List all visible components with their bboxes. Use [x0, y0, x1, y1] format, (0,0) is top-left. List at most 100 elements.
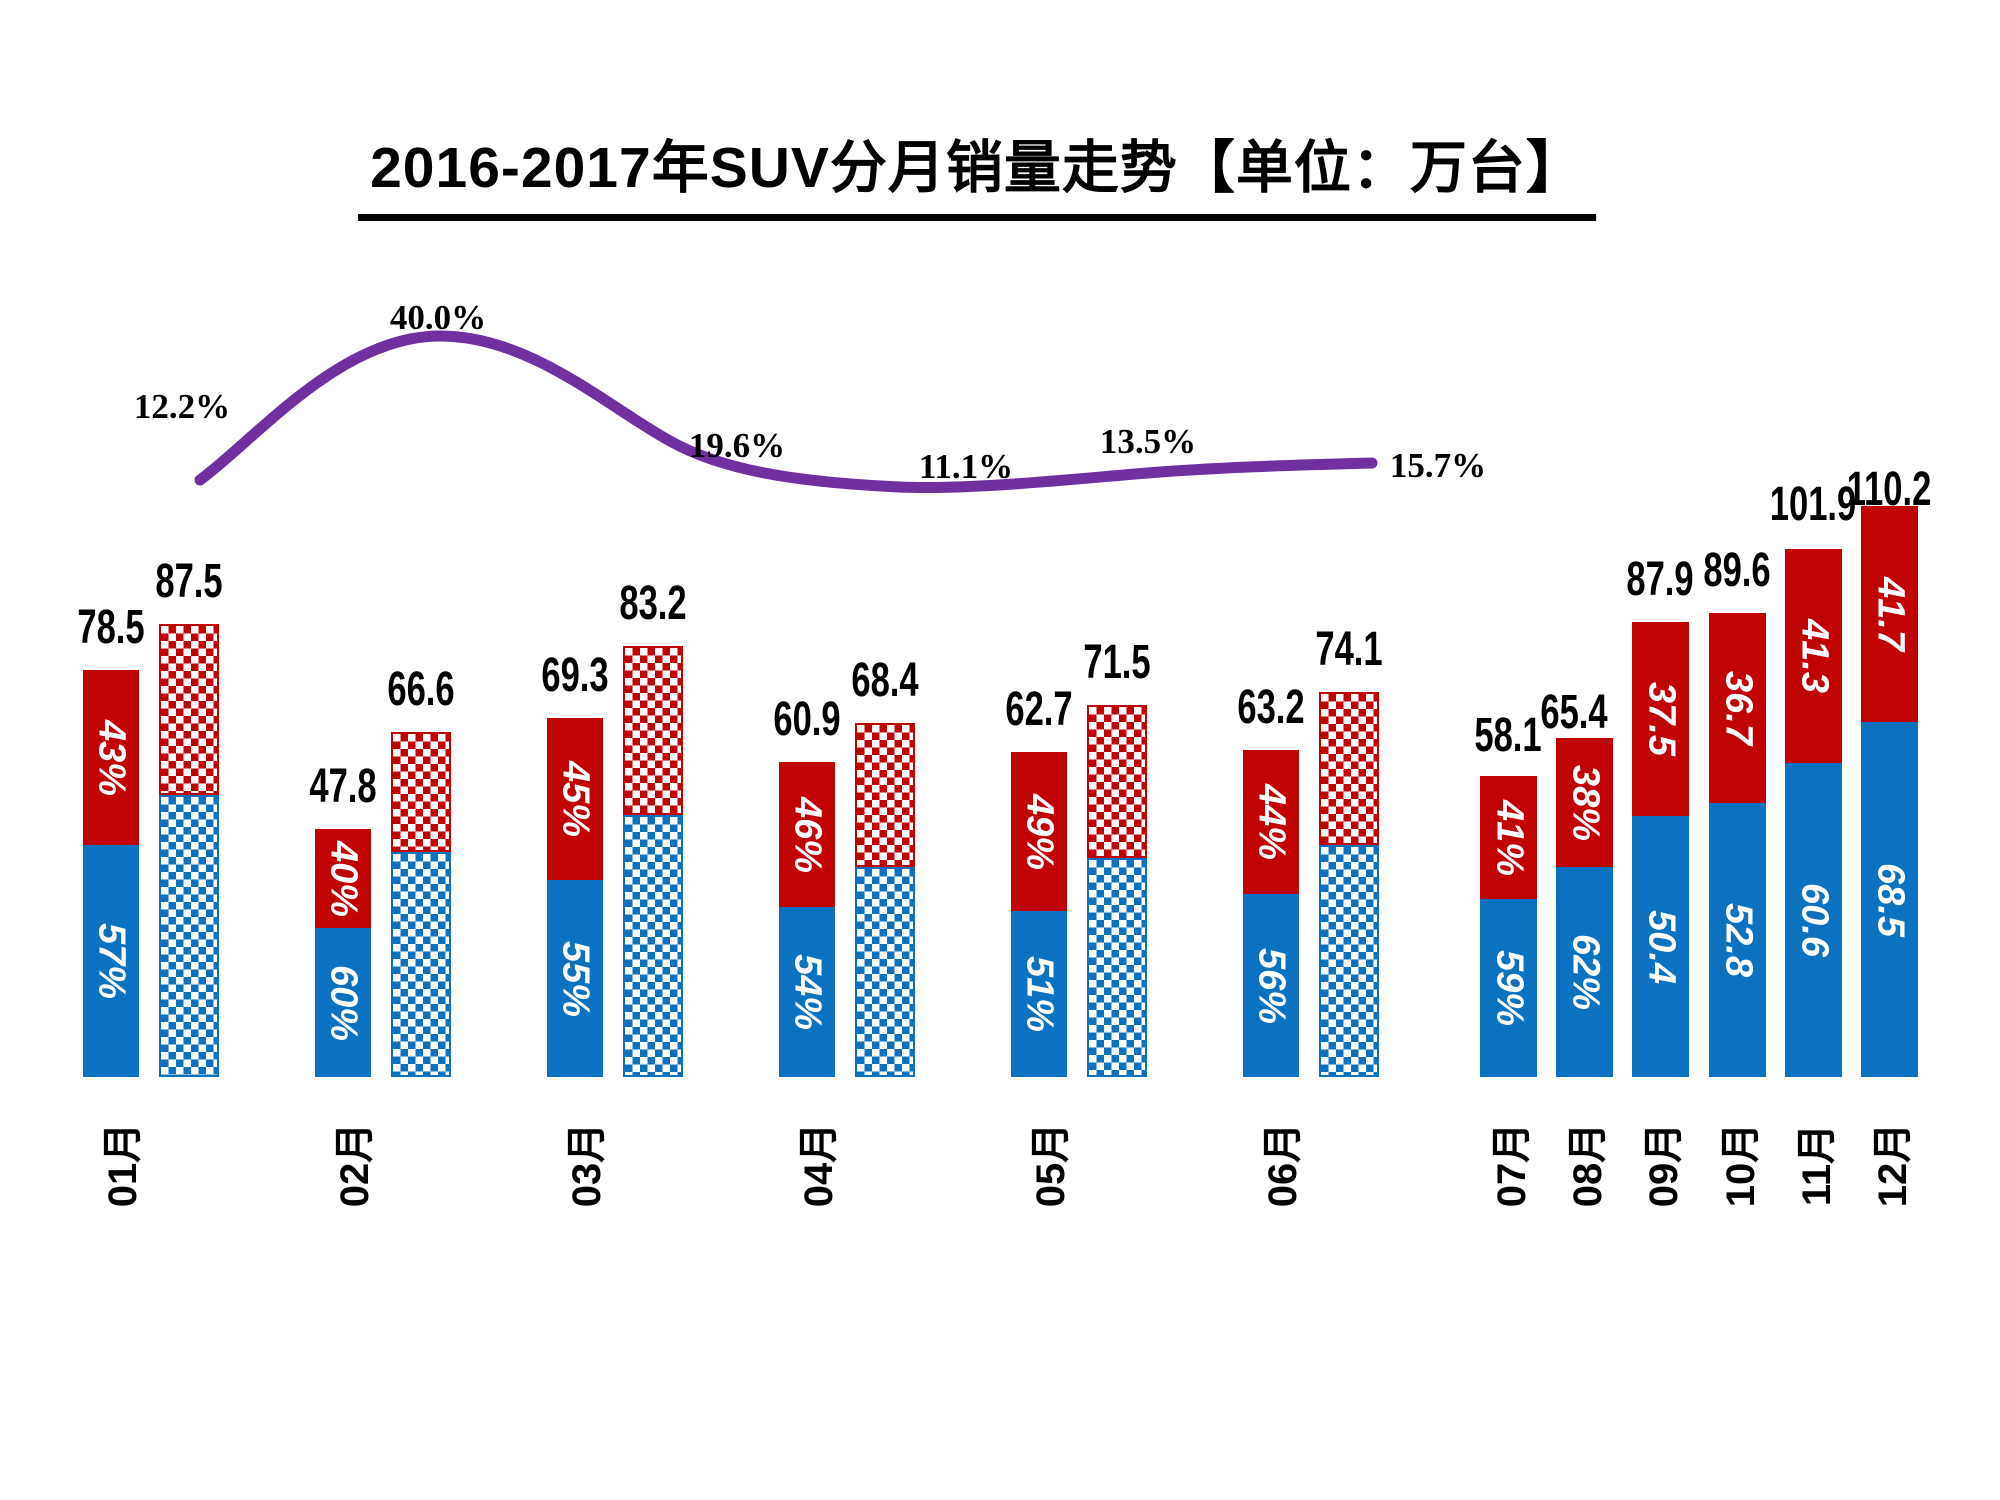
bar-2017-02-blue-segment: [391, 852, 451, 1077]
bar-2017-06-red-segment: [1319, 692, 1379, 845]
bar-total-label-2016-10: 89.6: [1703, 544, 1771, 597]
bar-2017-01: [159, 624, 219, 1077]
bar-2017-02: [391, 732, 451, 1077]
red-segment-label: 49%: [1018, 793, 1061, 870]
bar-2017-05-blue-segment: [1087, 858, 1147, 1077]
month-label-12: 12月: [1871, 1122, 1915, 1208]
bar-2016-02: 40% 60%: [315, 829, 371, 1077]
bar-2017-04-red-segment: [855, 723, 915, 867]
month-label-11: 11月: [1795, 1123, 1839, 1207]
red-segment-label: 38%: [1564, 764, 1606, 841]
blue-segment-label: 54%: [786, 953, 829, 1031]
bar-2016-10: 36.7 52.8: [1709, 613, 1766, 1077]
bar-2017-04-blue-segment: [855, 867, 915, 1077]
bar-total-label-2017-03: 83.2: [619, 577, 687, 630]
bar-2016-08-red-segment: 38%: [1556, 738, 1613, 867]
bar-2017-06-blue-segment: [1319, 845, 1379, 1077]
month-label-10: 10月: [1719, 1122, 1763, 1208]
red-segment-label: 46%: [786, 796, 829, 873]
bar-2016-10-blue-segment: 52.8: [1709, 803, 1766, 1077]
growth-label-02: 40.0%: [389, 298, 487, 337]
bar-2016-11-blue-segment: 60.6: [1785, 763, 1842, 1077]
blue-segment-label: 68.5: [1869, 862, 1911, 937]
month-label-08: 08月: [1566, 1122, 1610, 1208]
month-label-02: 02月: [333, 1122, 377, 1208]
bar-2016-02-red-segment: 40%: [315, 829, 371, 928]
bar-total-label-2016-01: 78.5: [77, 601, 145, 654]
blue-segment-label: 51%: [1018, 955, 1061, 1033]
growth-label-04: 11.1%: [918, 447, 1014, 486]
red-segment-label: 37.5: [1640, 682, 1682, 756]
red-segment-label: 40%: [322, 840, 365, 917]
bar-2016-06-blue-segment: 56%: [1243, 894, 1299, 1077]
blue-segment-label: 50.4: [1640, 909, 1682, 984]
bar-2016-12-blue-segment: 68.5: [1861, 722, 1918, 1077]
bar-total-label-2016-04: 60.9: [773, 693, 841, 746]
bar-2017-02-red-segment: [391, 732, 451, 852]
red-segment-label: 36.7: [1717, 671, 1759, 745]
bar-2016-05-blue-segment: 51%: [1011, 911, 1067, 1077]
bar-2017-03-blue-segment: [623, 815, 683, 1077]
bar-total-label-2016-03: 69.3: [541, 649, 609, 702]
growth-label-06: 15.7%: [1389, 446, 1487, 485]
bar-2016-09: 37.5 50.4: [1632, 622, 1689, 1077]
bar-2016-06-red-segment: 44%: [1243, 750, 1299, 894]
bar-2016-01-red-segment: 43%: [83, 670, 139, 845]
blue-segment-label: 60.6: [1793, 883, 1835, 957]
bar-2016-03-blue-segment: 55%: [547, 880, 603, 1077]
bar-total-label-2016-09: 87.9: [1626, 553, 1694, 606]
bar-total-label-2016-11: 101.9: [1769, 478, 1857, 531]
bar-total-label-2017-04: 68.4: [851, 654, 919, 707]
growth-label-05: 13.5%: [1099, 422, 1197, 461]
bar-2016-01: 43% 57%: [83, 670, 139, 1077]
bar-2016-11-red-segment: 41.3: [1785, 549, 1842, 763]
bar-2016-12: 41.7 68.5: [1861, 506, 1918, 1077]
red-segment-label: 41.7: [1869, 577, 1911, 651]
red-segment-label: 43%: [90, 719, 133, 796]
blue-segment-label: 59%: [1488, 949, 1530, 1027]
bar-2016-03-red-segment: 45%: [547, 718, 603, 880]
blue-segment-label: 62%: [1564, 933, 1606, 1011]
month-label-03: 03月: [565, 1122, 609, 1208]
bar-2016-04-red-segment: 46%: [779, 762, 835, 907]
bar-total-label-2016-12: 110.2: [1846, 463, 1932, 516]
bar-2016-05: 49% 51%: [1011, 752, 1067, 1077]
bar-2017-03-red-segment: [623, 646, 683, 815]
bar-2016-09-blue-segment: 50.4: [1632, 816, 1689, 1077]
bar-total-label-2017-06: 74.1: [1315, 623, 1383, 676]
bar-2016-01-blue-segment: 57%: [83, 845, 139, 1077]
bar-2016-03: 45% 55%: [547, 718, 603, 1077]
bar-2016-09-red-segment: 37.5: [1632, 622, 1689, 816]
bar-2016-05-red-segment: 49%: [1011, 752, 1067, 911]
growth-line-path: [194, 330, 1378, 494]
bar-total-label-2016-02: 47.8: [309, 760, 377, 813]
bar-total-label-2017-02: 66.6: [387, 663, 455, 716]
bar-2017-01-red-segment: [159, 624, 219, 795]
growth-label-03: 19.6%: [688, 426, 786, 465]
bar-total-label-2017-01: 87.5: [155, 555, 223, 608]
bar-2017-06: [1319, 692, 1379, 1077]
month-label-01: 01月: [101, 1122, 145, 1208]
bar-2016-07-red-segment: 41%: [1480, 776, 1537, 899]
bar-total-label-2016-06: 63.2: [1237, 681, 1305, 734]
bar-total-label-2016-08: 65.4: [1540, 686, 1608, 739]
growth-label-01: 12.2%: [133, 387, 231, 426]
bar-2016-02-blue-segment: 60%: [315, 928, 371, 1077]
bar-2017-01-blue-segment: [159, 795, 219, 1077]
bar-2016-08: 38% 62%: [1556, 738, 1613, 1077]
red-segment-label: 41.3: [1793, 619, 1835, 693]
bar-2016-12-red-segment: 41.7: [1861, 506, 1918, 722]
month-label-06: 06月: [1261, 1122, 1305, 1208]
red-segment-label: 44%: [1250, 783, 1293, 861]
bar-2016-11: 41.3 60.6: [1785, 549, 1842, 1077]
bar-2016-07-blue-segment: 59%: [1480, 899, 1537, 1077]
bar-2016-06: 44% 56%: [1243, 750, 1299, 1077]
bar-2017-05-red-segment: [1087, 705, 1147, 858]
blue-segment-label: 57%: [90, 922, 133, 1000]
bar-2016-08-blue-segment: 62%: [1556, 867, 1613, 1077]
bar-total-label-2017-05: 71.5: [1083, 636, 1151, 689]
bar-2017-04: [855, 723, 915, 1077]
bar-2017-03: [623, 646, 683, 1077]
month-label-07: 07月: [1490, 1122, 1534, 1208]
